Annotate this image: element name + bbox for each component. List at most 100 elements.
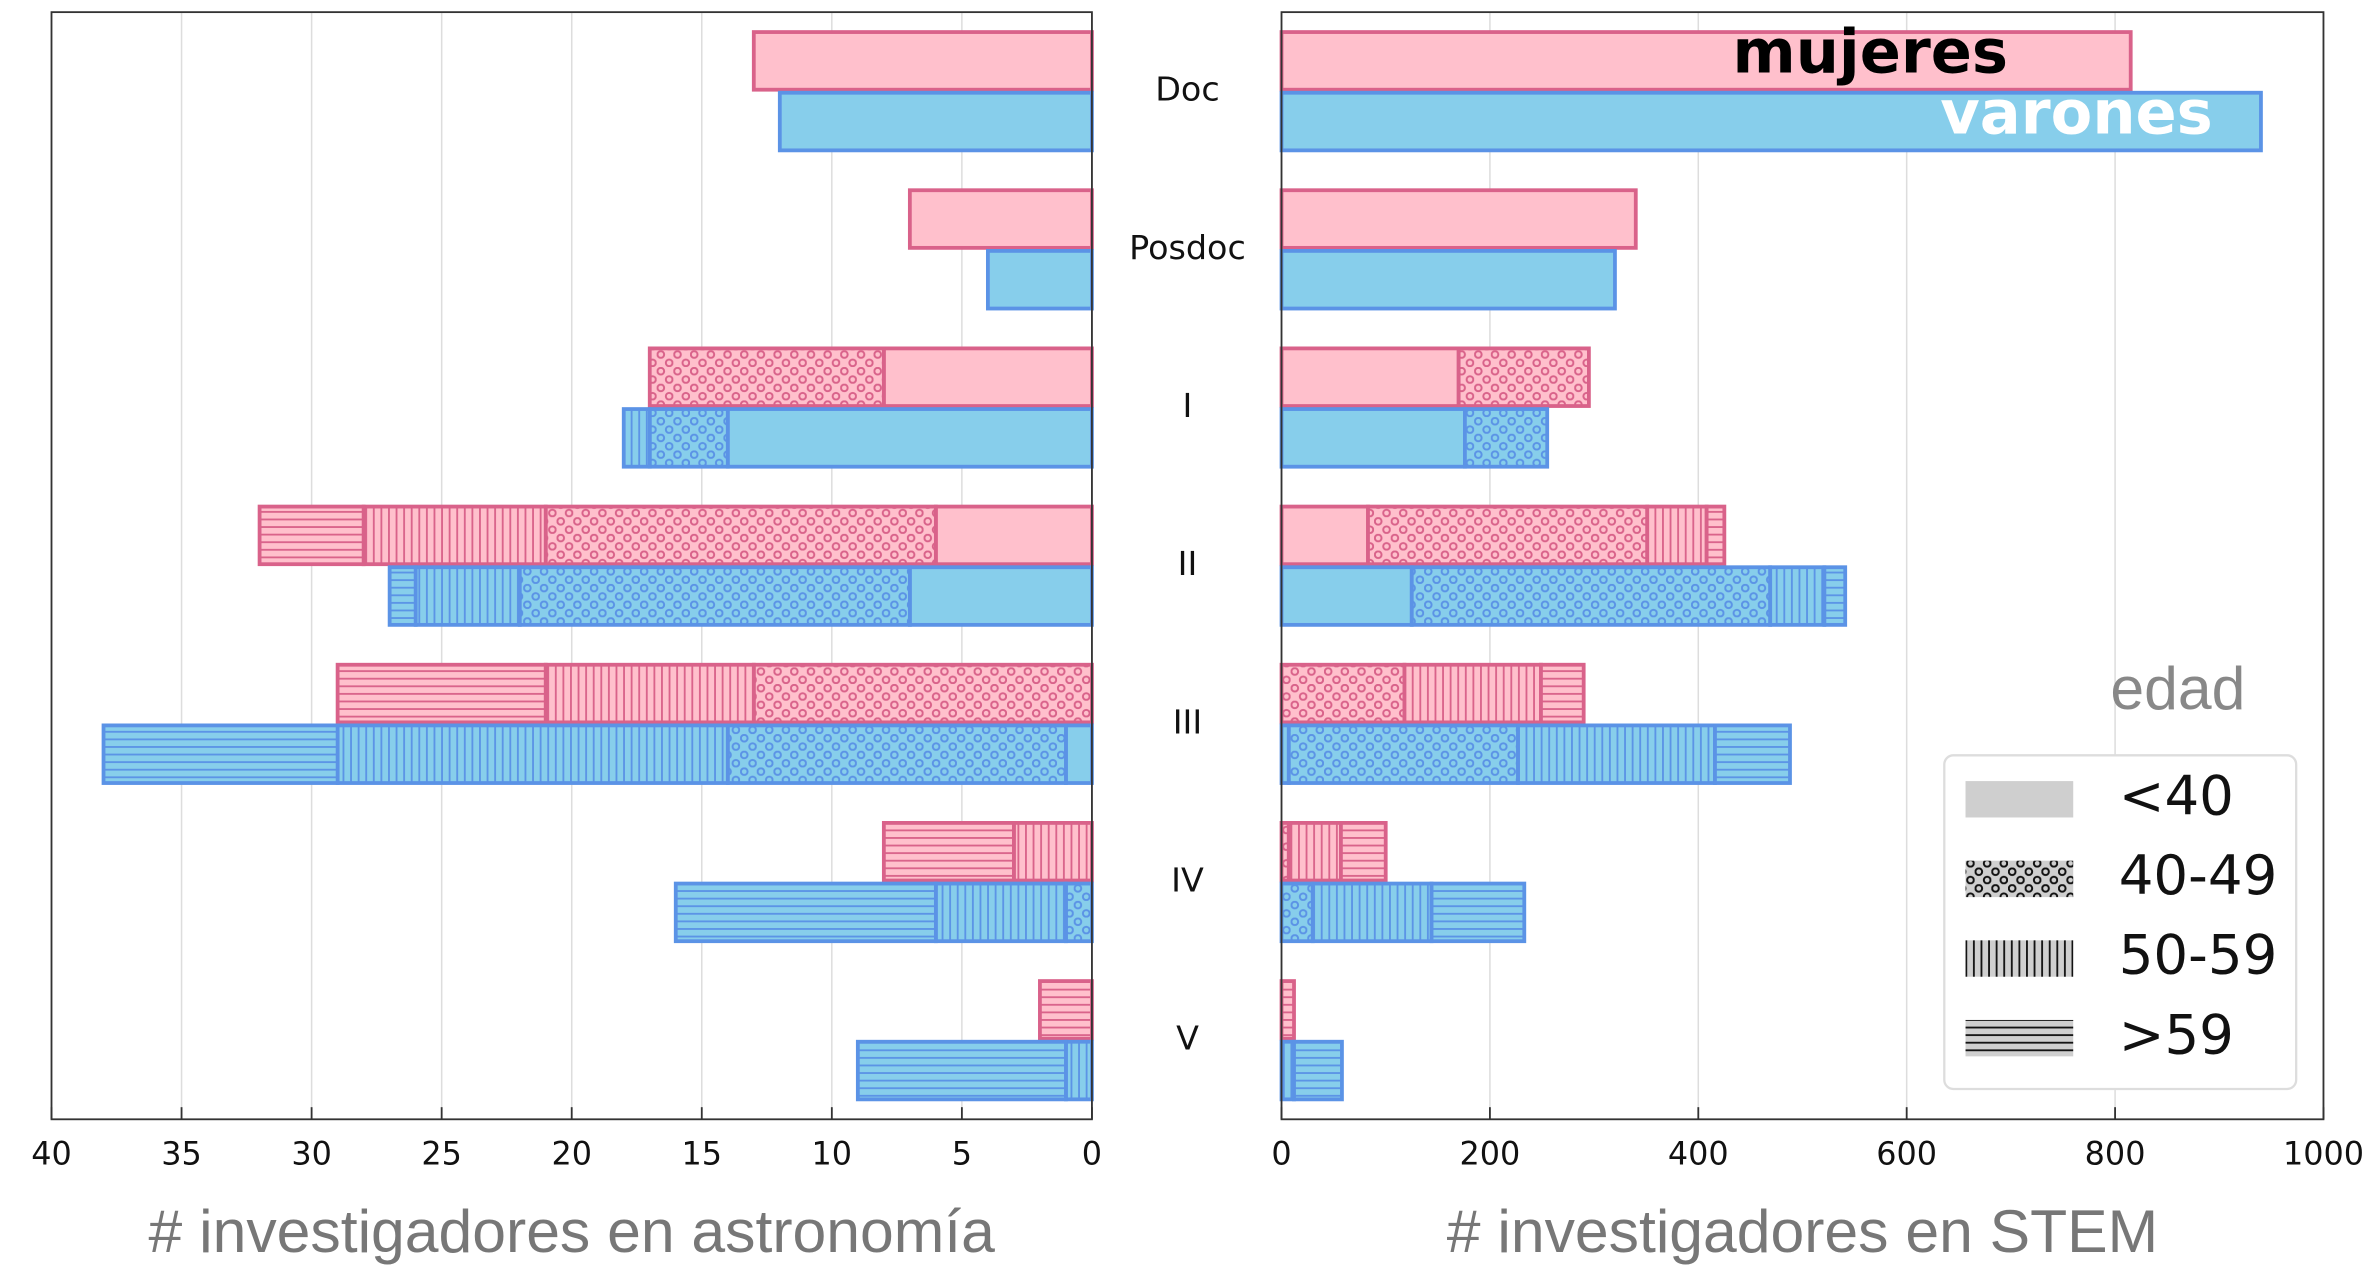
bar-segment — [725, 723, 1068, 785]
x-tick-label: 5 — [952, 1135, 972, 1173]
bar-segment — [413, 565, 522, 627]
bar-segment — [673, 881, 938, 944]
bar-segment — [257, 504, 366, 567]
x-tick-label: 20 — [551, 1135, 592, 1173]
bar-segment — [855, 1039, 1068, 1102]
bar-segment — [1402, 662, 1543, 725]
category-label: IV — [1171, 861, 1204, 900]
bar-segment — [725, 407, 1094, 469]
bar-segment — [543, 662, 756, 725]
x-tick-label: 1000 — [2283, 1135, 2364, 1173]
x-axis-label: # investigadores en astronomía — [149, 1197, 996, 1265]
bar-segment — [1279, 662, 1407, 725]
x-axis-label: # investigadores en STEM — [1447, 1197, 2158, 1265]
bar-segment — [1064, 1039, 1094, 1102]
x-tick-label: 35 — [161, 1135, 202, 1173]
bar-segment — [1279, 346, 1461, 408]
x-tick-label: 15 — [682, 1135, 723, 1173]
bar-segment — [1713, 723, 1792, 785]
x-tick-label: 25 — [421, 1135, 462, 1173]
x-tick-label: 200 — [1460, 1135, 1521, 1173]
bar-segment — [907, 565, 1094, 627]
bar-segment — [647, 407, 730, 469]
bar-segment — [751, 662, 1094, 725]
legend-label: 50-59 — [2119, 923, 2278, 987]
bar-segment — [1279, 249, 1617, 311]
bar-segment — [1539, 662, 1586, 725]
bar-segment — [621, 407, 652, 469]
legend-swatch — [1965, 940, 2074, 977]
bar-segment — [1279, 979, 1296, 1041]
bar-segment — [335, 662, 548, 725]
bar-segment — [1456, 346, 1591, 408]
category-label: Posdoc — [1129, 228, 1246, 267]
bar-segment — [1064, 881, 1094, 944]
x-tick-label: 600 — [1876, 1135, 1937, 1173]
axes-frame — [1280, 11, 2325, 1121]
axes-frame — [50, 11, 1093, 1121]
bar-segment — [1012, 821, 1094, 883]
bar-segment — [933, 504, 1094, 567]
bar-segment — [517, 565, 912, 627]
legend-label: <40 — [2119, 763, 2234, 827]
x-tick-label: 0 — [1271, 1135, 1291, 1173]
bar-segment — [1279, 565, 1414, 627]
bar-segment — [751, 30, 1094, 92]
x-tick-label: 0 — [1082, 1135, 1102, 1173]
bar-segment — [1064, 723, 1094, 785]
category-label: I — [1183, 386, 1193, 425]
legend-title: edad — [2110, 654, 2245, 722]
bar-segment — [1286, 723, 1520, 785]
bar-segment — [647, 346, 886, 408]
bar-segment — [1516, 723, 1717, 785]
legend-swatch — [1965, 860, 2074, 898]
bar-segment — [1292, 1039, 1344, 1102]
x-tick-label: 40 — [31, 1135, 72, 1173]
x-tick-label: 400 — [1668, 1135, 1729, 1173]
category-label: V — [1176, 1019, 1199, 1058]
bar-segment — [985, 249, 1094, 311]
bar-segment — [1279, 881, 1315, 944]
legend-box — [1943, 754, 2298, 1091]
bar-segment — [1310, 881, 1434, 944]
category-label: III — [1173, 702, 1203, 741]
bar-segment — [907, 188, 1094, 250]
bar-segment — [387, 565, 418, 627]
group-label: mujeres — [1733, 18, 2008, 88]
bar-segment — [1463, 407, 1550, 469]
bar-segment — [1279, 188, 1638, 250]
bar-segment — [361, 504, 548, 567]
x-tick-label: 800 — [2085, 1135, 2146, 1173]
legend-label: >59 — [2119, 1002, 2234, 1066]
bar-segment — [1279, 407, 1467, 469]
bar-segment — [1704, 504, 1727, 567]
x-tick-label: 30 — [291, 1135, 332, 1173]
bar-segment — [1822, 565, 1848, 627]
bar-segment — [1768, 565, 1827, 627]
bar-segment — [101, 723, 340, 785]
bar-segment — [881, 346, 1094, 408]
bar-segment — [543, 504, 938, 567]
legend-swatch — [1965, 1019, 2074, 1057]
bar-segment — [1038, 979, 1094, 1041]
bar-segment — [1645, 504, 1709, 567]
bar-segment — [933, 881, 1068, 944]
category-label: Doc — [1155, 70, 1219, 109]
bar-segment — [335, 723, 730, 785]
bar-segment — [1339, 821, 1388, 883]
bar-segment — [1279, 30, 2133, 92]
bar-segment — [1429, 881, 1527, 944]
bar-segment — [881, 821, 1016, 883]
legend-label: 40-49 — [2119, 843, 2278, 907]
bar-segment — [777, 90, 1094, 153]
bar-segment — [1279, 90, 2263, 153]
bar-segment — [1366, 504, 1650, 567]
x-tick-label: 10 — [812, 1135, 853, 1173]
group-label: varones — [1940, 78, 2212, 148]
legend-swatch — [1965, 781, 2074, 818]
bar-segment — [1409, 565, 1773, 627]
bar-segment — [1286, 821, 1343, 883]
bar-segment — [1279, 504, 1370, 567]
category-label: II — [1178, 544, 1198, 583]
